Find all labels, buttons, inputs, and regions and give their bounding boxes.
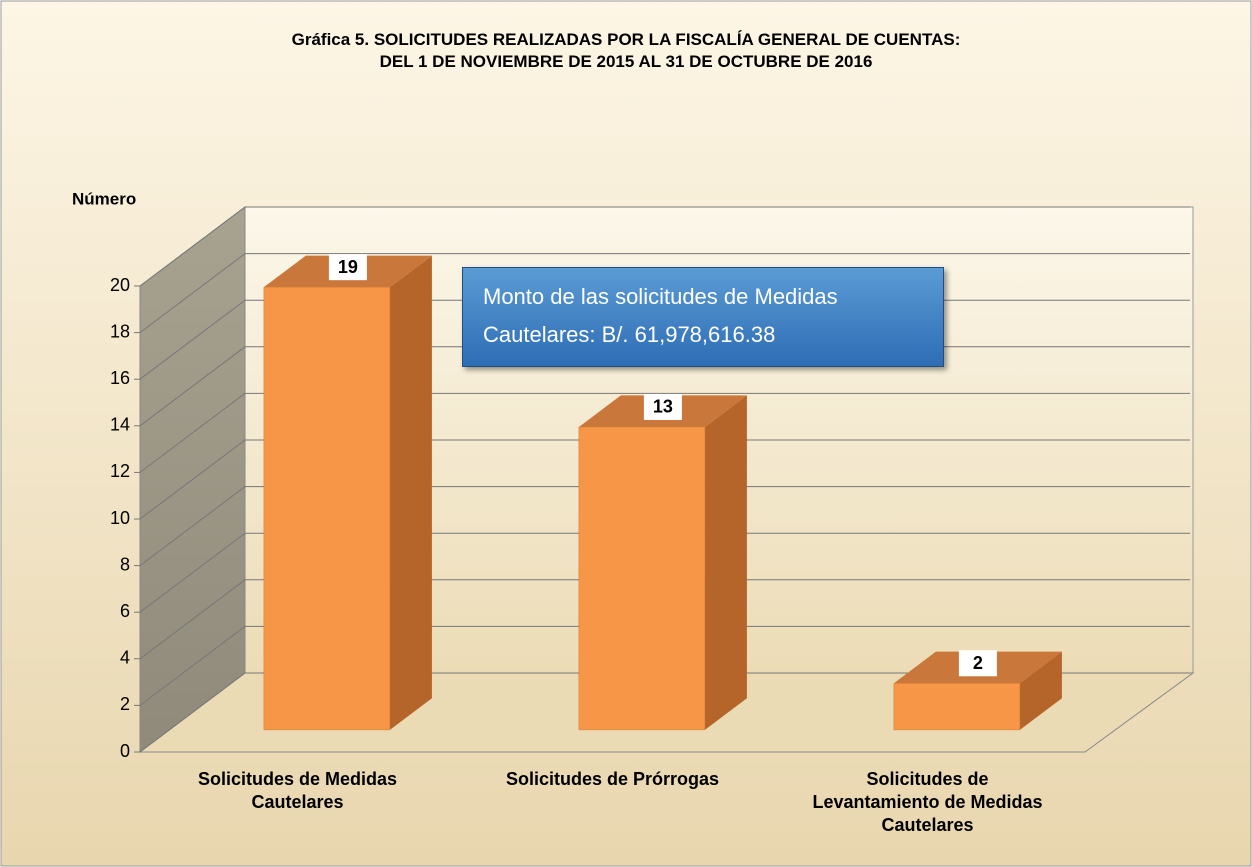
grid-line [139,625,1190,706]
y-tick-label: 6 [120,601,130,621]
bar [578,426,706,731]
grid-line [139,206,1190,287]
bar [263,286,391,731]
grid-line [139,392,1190,473]
chart-title: Gráfica 5. SOLICITUDES REALIZADAS POR LA… [291,30,961,49]
y-tick-label: 4 [120,648,130,668]
y-tick-label: 16 [110,368,130,388]
value-label: 19 [338,257,358,277]
bar [893,683,1021,731]
y-tick-label: 18 [110,321,130,341]
grid-line [139,486,1190,566]
y-tick-label: 14 [110,415,130,435]
grid-line [139,253,1190,333]
y-tick-label: 8 [120,554,130,574]
x-tick-label: Solicitudes de Levantamiento de Medidas … [812,769,1043,835]
chart-title: DEL 1 DE NOVIEMBRE DE 2015 AL 31 DE OCTU… [379,52,873,71]
y-tick-label: 20 [110,275,130,295]
x-tick-label: Solicitudes de Prórrogas [505,769,720,789]
value-label: 13 [653,397,673,417]
grid-line [139,672,1190,753]
grid-line [139,579,1190,660]
y-tick-label: 0 [120,741,130,761]
value-label: 2 [973,653,983,673]
y-tick-label: 12 [110,461,130,481]
x-tick-label: Solicitudes de Medidas Cautelares [197,769,398,812]
y-tick-label: 2 [120,694,130,714]
value-label-box [328,254,367,281]
bar-side [389,255,432,730]
value-label-box [958,650,997,677]
bar-side [1019,651,1062,730]
y-tick-label: 10 [110,508,130,528]
value-label-box [643,393,682,420]
grid-line [139,439,1190,520]
y-axis-label: Número [72,189,136,208]
bar-side [704,395,747,730]
annotation: Monto de las solicitudes de Medidas Caut… [462,267,944,367]
grid-line [139,532,1190,613]
